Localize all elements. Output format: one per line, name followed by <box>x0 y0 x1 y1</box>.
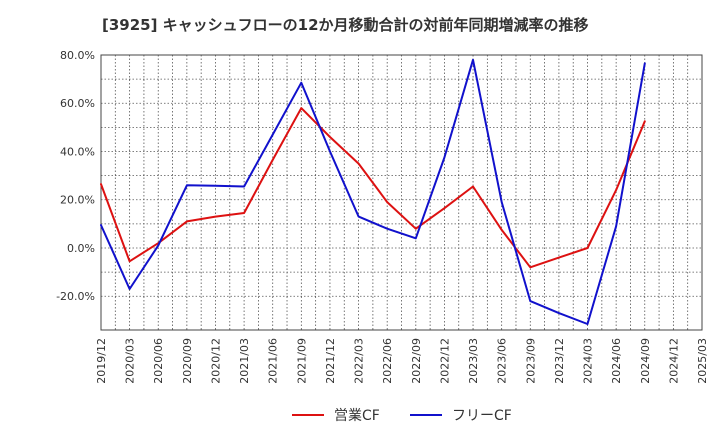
y-tick-label: 40.0% <box>60 145 95 158</box>
x-tick-label: 2020/03 <box>124 338 137 384</box>
series-line-free-cf <box>100 58 646 325</box>
tick-label-layer: -20.0% 0.0% 20.0% 40.0% 60.0% 80.0% 2019/12 202… <box>56 49 709 384</box>
x-tick-label: 2023/03 <box>467 338 480 384</box>
x-tick-label: 2023/06 <box>496 338 509 384</box>
x-tick-label: 2021/09 <box>295 338 308 384</box>
x-tick-label: 2020/09 <box>181 338 194 384</box>
legend-item-operating-cf: 営業CF <box>292 404 380 426</box>
series-layer <box>100 58 646 325</box>
x-tick-label: 2019/12 <box>95 338 108 384</box>
y-tick-label: 80.0% <box>60 49 95 62</box>
legend-label-operating-cf: 営業CF <box>334 408 380 424</box>
x-tick-label: 2022/09 <box>410 338 423 384</box>
x-tick-label: 2020/06 <box>152 338 165 384</box>
legend-item-free-cf: フリーCF <box>410 404 512 426</box>
y-tick-label: 60.0% <box>60 97 95 110</box>
x-tick-label: 2021/12 <box>324 338 337 384</box>
plot-border <box>100 54 703 331</box>
x-tick-label: 2020/12 <box>209 338 222 384</box>
x-tick-label: 2024/09 <box>639 338 652 384</box>
y-tick-label: 20.0% <box>60 194 95 207</box>
x-tick-label: 2022/03 <box>353 338 366 384</box>
x-tick-label: 2022/12 <box>438 338 451 384</box>
legend-label-free-cf: フリーCF <box>452 408 512 424</box>
legend-swatch-operating-cf <box>292 414 324 416</box>
chart-title: [3925] キャッシュフローの12か月移動合計の対前年同期増減率の推移 <box>102 16 589 34</box>
x-tick-label: 2022/06 <box>381 338 394 384</box>
x-tick-label: 2023/09 <box>524 338 537 384</box>
x-tick-label: 2024/03 <box>582 338 595 384</box>
x-tick-label: 2021/06 <box>267 338 280 384</box>
x-tick-label: 2024/12 <box>667 338 680 384</box>
y-tick-label: 0.0% <box>67 242 95 255</box>
series-line-operating-cf <box>100 107 646 269</box>
legend-swatch-free-cf <box>410 414 442 416</box>
x-tick-label: 2021/03 <box>238 338 251 384</box>
grid-layer <box>100 54 703 330</box>
x-tick-label: 2025/03 <box>696 338 709 384</box>
y-tick-label: -20.0% <box>56 290 95 303</box>
legend: 営業CF フリーCF <box>0 404 720 426</box>
axis-layer <box>100 54 703 331</box>
x-tick-label: 2023/12 <box>553 338 566 384</box>
x-tick-label: 2024/06 <box>610 338 623 384</box>
